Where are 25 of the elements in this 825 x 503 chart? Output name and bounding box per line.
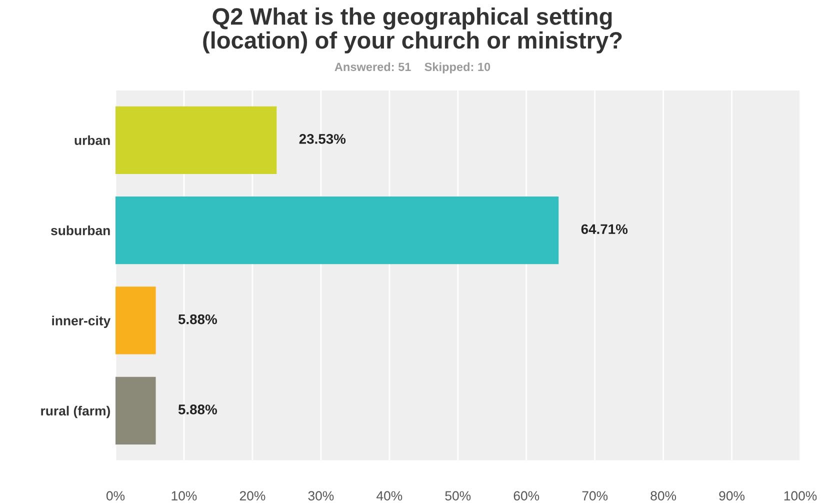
chart-subtitle: Answered: 51 Skipped: 10 xyxy=(334,62,490,74)
y-tick-label: inner-city xyxy=(52,316,111,328)
x-tick-label: 90% xyxy=(719,491,745,500)
data-label: 5.88% xyxy=(178,404,217,414)
chart-title: Q2 What is the geographical setting (location) of your church or ministry? xyxy=(203,8,622,54)
data-label: 64.71% xyxy=(581,224,628,234)
x-tick-label: 30% xyxy=(308,491,334,500)
data-label: 5.88% xyxy=(178,314,217,324)
bar xyxy=(116,376,156,444)
y-tick-label: rural (farm) xyxy=(41,406,110,418)
x-tick-label: 20% xyxy=(240,491,266,500)
x-tick-label: 70% xyxy=(582,491,608,500)
x-tick-label: 100% xyxy=(784,491,817,500)
x-tick-label: 0% xyxy=(106,491,125,500)
bar xyxy=(116,286,156,354)
x-tick-label: 40% xyxy=(376,491,402,500)
bar xyxy=(116,106,277,174)
x-tick-label: 50% xyxy=(445,491,471,500)
x-tick-label: 10% xyxy=(172,491,197,500)
data-label: 23.53% xyxy=(299,134,346,144)
y-tick-label: suburban xyxy=(51,226,110,236)
bar xyxy=(116,196,559,264)
x-tick-label: 60% xyxy=(514,491,540,500)
x-tick-label: 80% xyxy=(650,491,676,500)
y-tick-label: urban xyxy=(74,135,110,146)
